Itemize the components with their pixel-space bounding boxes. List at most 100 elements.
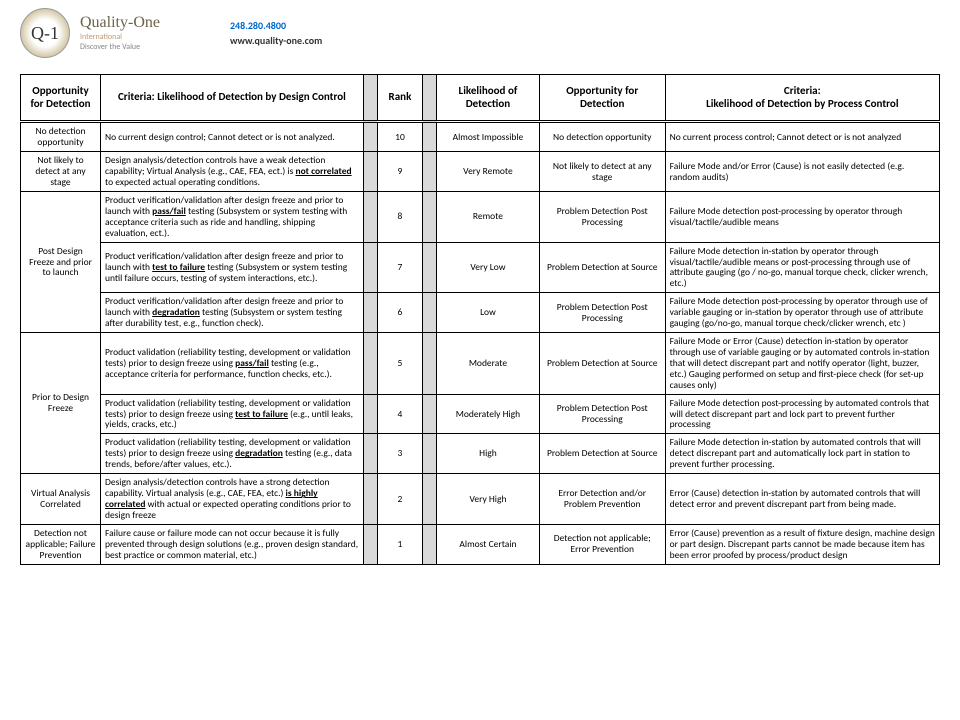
- cell-opp2: Problem Detection at Source: [539, 333, 665, 395]
- cell-lod: Very Remote: [437, 152, 540, 192]
- cell-crit1: Design analysis/detection controls have …: [101, 474, 364, 525]
- cell-lod: Very High: [437, 474, 540, 525]
- cell-rank: 4: [377, 394, 423, 434]
- cell-gap: [363, 293, 377, 333]
- cell-gap: [423, 122, 437, 152]
- cell-gap: [423, 333, 437, 395]
- cell-opp1: No detection opportunity: [21, 122, 101, 152]
- cell-gap: [423, 524, 437, 564]
- cell-opp2: Problem Detection at Source: [539, 242, 665, 293]
- cell-lod: Almost Impossible: [437, 122, 540, 152]
- cell-rank: 1: [377, 524, 423, 564]
- cell-crit1: No current design control; Cannot detect…: [101, 122, 364, 152]
- cell-opp1: Virtual Analysis Correlated: [21, 474, 101, 525]
- cell-lod: Very Low: [437, 242, 540, 293]
- cell-gap: [423, 293, 437, 333]
- table-row: Product validation (reliability testing,…: [21, 394, 940, 434]
- cell-rank: 7: [377, 242, 423, 293]
- brand-name: Quality-One: [80, 14, 160, 32]
- brand-sub2: Discover the Value: [80, 42, 160, 52]
- cell-crit1: Product verification/validation after de…: [101, 191, 364, 242]
- cell-opp1: Prior to Design Freeze: [21, 333, 101, 474]
- cell-gap: [423, 394, 437, 434]
- table-header-row: Opportunity for Detection Criteria: Like…: [21, 75, 940, 122]
- cell-crit1: Product validation (reliability testing,…: [101, 333, 364, 395]
- cell-gap: [363, 191, 377, 242]
- cell-opp1: Detection not applicable; Failure Preven…: [21, 524, 101, 564]
- cell-gap: [363, 152, 377, 192]
- cell-crit1: Product verification/validation after de…: [101, 242, 364, 293]
- col-header-crit2: Criteria: Likelihood of Detection by Pro…: [665, 75, 939, 122]
- cell-lod: Almost Certain: [437, 524, 540, 564]
- cell-opp2: Detection not applicable; Error Preventi…: [539, 524, 665, 564]
- cell-rank: 5: [377, 333, 423, 395]
- cell-crit2: Failure Mode detection in-station by ope…: [665, 242, 939, 293]
- table-row: Post Design Freeze and prior to launchPr…: [21, 191, 940, 242]
- cell-gap: [363, 524, 377, 564]
- cell-gap: [423, 242, 437, 293]
- logo: Q-1: [20, 8, 70, 58]
- col-header-opp1: Opportunity for Detection: [21, 75, 101, 122]
- cell-opp2: Not likely to detect at any stage: [539, 152, 665, 192]
- table-row: Prior to Design FreezeProduct validation…: [21, 333, 940, 395]
- table-row: Not likely to detect at any stageDesign …: [21, 152, 940, 192]
- phone-number: 248.280.4800: [230, 19, 322, 32]
- contact-block: 248.280.4800 www.quality-one.com: [230, 19, 322, 47]
- cell-crit2: Failure Mode or Error (Cause) detection …: [665, 333, 939, 395]
- cell-opp2: No detection opportunity: [539, 122, 665, 152]
- cell-crit2: Error (Cause) prevention as a result of …: [665, 524, 939, 564]
- cell-opp2: Problem Detection Post Processing: [539, 293, 665, 333]
- cell-gap: [363, 122, 377, 152]
- table-row: Product verification/validation after de…: [21, 293, 940, 333]
- cell-opp1: Post Design Freeze and prior to launch: [21, 191, 101, 332]
- cell-crit1: Product verification/validation after de…: [101, 293, 364, 333]
- col-header-lod: Likelihood of Detection: [437, 75, 540, 122]
- detection-criteria-table: Opportunity for Detection Criteria: Like…: [20, 74, 940, 565]
- table-row: Virtual Analysis CorrelatedDesign analys…: [21, 474, 940, 525]
- cell-crit2: Failure Mode detection post-processing b…: [665, 394, 939, 434]
- cell-rank: 10: [377, 122, 423, 152]
- cell-crit2: No current process control; Cannot detec…: [665, 122, 939, 152]
- cell-gap: [423, 191, 437, 242]
- cell-rank: 8: [377, 191, 423, 242]
- brand-block: Quality-One International Discover the V…: [80, 14, 160, 52]
- table-row: Detection not applicable; Failure Preven…: [21, 524, 940, 564]
- cell-crit1: Failure cause or failure mode can not oc…: [101, 524, 364, 564]
- cell-crit1: Product validation (reliability testing,…: [101, 394, 364, 434]
- cell-crit2: Failure Mode detection post-processing b…: [665, 191, 939, 242]
- cell-rank: 9: [377, 152, 423, 192]
- cell-crit2: Failure Mode and/or Error (Cause) is not…: [665, 152, 939, 192]
- cell-lod: Low: [437, 293, 540, 333]
- cell-gap: [423, 152, 437, 192]
- cell-gap: [363, 242, 377, 293]
- cell-opp1: Not likely to detect at any stage: [21, 152, 101, 192]
- table-row: Product validation (reliability testing,…: [21, 434, 940, 474]
- cell-opp2: Problem Detection Post Processing: [539, 191, 665, 242]
- cell-gap: [363, 434, 377, 474]
- col-gap: [363, 75, 377, 122]
- cell-gap: [423, 434, 437, 474]
- table-row: Product verification/validation after de…: [21, 242, 940, 293]
- cell-crit1: Design analysis/detection controls have …: [101, 152, 364, 192]
- col-header-rank: Rank: [377, 75, 423, 122]
- website-url: www.quality-one.com: [230, 34, 322, 47]
- cell-opp2: Error Detection and/or Problem Preventio…: [539, 474, 665, 525]
- cell-crit2: Failure Mode detection post-processing b…: [665, 293, 939, 333]
- cell-gap: [363, 333, 377, 395]
- cell-crit2: Failure Mode detection in-station by aut…: [665, 434, 939, 474]
- col-header-opp2: Opportunity for Detection: [539, 75, 665, 122]
- cell-rank: 6: [377, 293, 423, 333]
- table-row: No detection opportunityNo current desig…: [21, 122, 940, 152]
- cell-gap: [363, 394, 377, 434]
- col-header-crit1: Criteria: Likelihood of Detection by Des…: [101, 75, 364, 122]
- cell-lod: Remote: [437, 191, 540, 242]
- cell-crit1: Product validation (reliability testing,…: [101, 434, 364, 474]
- cell-gap: [423, 474, 437, 525]
- cell-lod: High: [437, 434, 540, 474]
- cell-gap: [363, 474, 377, 525]
- cell-lod: Moderate: [437, 333, 540, 395]
- cell-opp2: Problem Detection at Source: [539, 434, 665, 474]
- brand-sub1: International: [80, 32, 160, 42]
- cell-opp2: Problem Detection Post Processing: [539, 394, 665, 434]
- cell-crit2: Error (Cause) detection in-station by au…: [665, 474, 939, 525]
